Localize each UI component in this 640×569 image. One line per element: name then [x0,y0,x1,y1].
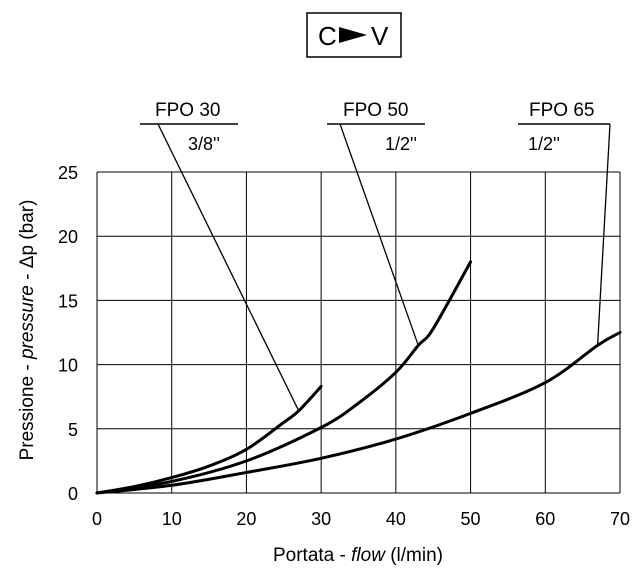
series-line-fpo-65 [95,331,622,495]
x-tick-label: 0 [92,509,102,529]
callout-size-label: 1/2'' [385,134,417,154]
callout-leader [157,123,300,412]
callout-series-name: FPO 50 [343,100,408,121]
y-tick-label: 25 [58,163,78,183]
callout-leader [596,123,611,346]
callout-fpo-50: FPO 50 1/2'' [327,100,425,346]
callout-size-label: 1/2'' [528,134,560,154]
callout-size-label: 3/8'' [188,134,220,154]
x-tick-label: 30 [311,509,331,529]
grid [96,171,621,494]
x-tick-label: 70 [610,509,630,529]
right-pointing-triangle-icon [339,27,367,43]
y-tick-label: 0 [68,484,78,504]
callout-fpo-65: FPO 65 1/2'' [518,100,611,346]
y-axis-title: Pressione - pressure - Δp (bar) [17,200,38,461]
y-tick-label: 10 [58,356,78,376]
series-line-fpo-30 [95,384,323,495]
x-tick-label: 60 [535,509,555,529]
y-axis-ticks: 0 5 10 15 20 25 [58,163,78,504]
chart-title: C V [306,12,402,58]
x-tick-label: 50 [461,509,481,529]
title-right: V [371,21,389,51]
x-tick-label: 40 [386,509,406,529]
x-tick-label: 10 [162,509,182,529]
x-tick-label: 20 [236,509,256,529]
y-tick-label: 5 [68,420,78,440]
callout-series-name: FPO 65 [529,100,594,121]
y-tick-label: 20 [58,227,78,247]
series-line-fpo-50 [95,260,473,495]
x-axis-title: Portata - flow (l/min) [273,545,443,566]
callout-layer: FPO 30 3/8'' FPO 50 1/2'' FPO 65 1/2'' [140,100,611,412]
y-tick-label: 15 [58,291,78,311]
series-layer [95,260,622,495]
callout-series-name: FPO 30 [155,100,220,121]
title-left: C [318,21,337,51]
x-axis-ticks: 0 10 20 30 40 50 60 70 [92,509,630,529]
callout-leader [339,123,419,346]
callout-fpo-30: FPO 30 3/8'' [140,100,300,412]
